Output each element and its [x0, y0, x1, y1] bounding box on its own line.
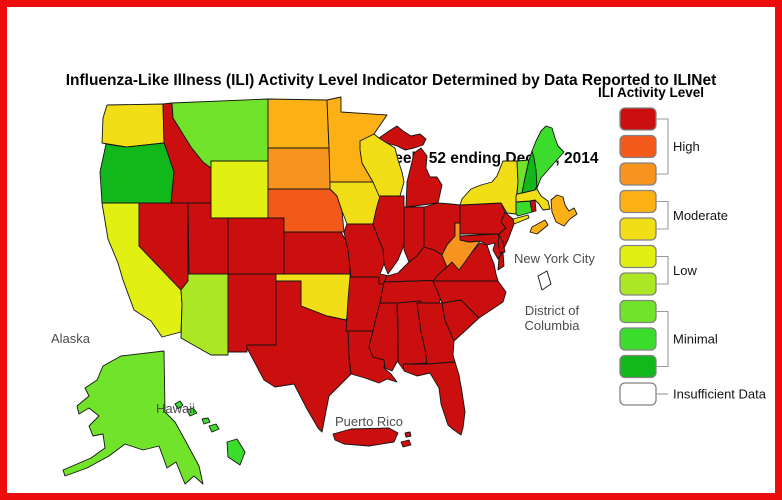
legend-swatch-level1 — [619, 354, 657, 379]
legend-label-insufficient-data: Insufficient Data — [673, 387, 767, 402]
state-nyc[interactable] — [529, 219, 549, 235]
legend-swatch-insufficient — [619, 382, 657, 406]
state-hi[interactable] — [226, 438, 246, 466]
state-mi[interactable] — [378, 125, 427, 151]
state-ny[interactable] — [512, 214, 530, 225]
legend-swatch-level3 — [619, 299, 657, 324]
state-nd[interactable] — [267, 98, 330, 149]
state-me[interactable] — [531, 125, 565, 189]
puerto-rico-label: Puerto Rico — [335, 414, 403, 429]
state-nc[interactable] — [432, 280, 507, 319]
state-hi[interactable] — [174, 400, 184, 410]
state-hi[interactable] — [201, 417, 211, 425]
state-ny[interactable] — [459, 160, 519, 215]
state-wy[interactable] — [210, 160, 269, 219]
state-hi[interactable] — [186, 407, 198, 417]
report-title-line1: Influenza-Like Illness (ILI) Activity Le… — [65, 72, 717, 89]
state-ak[interactable] — [62, 350, 204, 485]
state-co[interactable] — [227, 217, 285, 275]
legend-label-low: Low — [673, 263, 697, 278]
legend-swatch-level2 — [619, 327, 657, 351]
legend-label-minimal: Minimal — [673, 332, 718, 347]
hawaii-label: Hawaii — [156, 401, 195, 416]
state-nm[interactable] — [227, 273, 277, 353]
state-pr[interactable] — [400, 439, 412, 448]
us-ili-activity-map: Alaska Hawaii Puerto Rico New York City Dist… — [51, 85, 767, 485]
state-or[interactable] — [99, 142, 175, 204]
district-of-columbia-label-2: Columbia — [525, 318, 581, 333]
state-wa[interactable] — [101, 103, 165, 148]
state-pr[interactable] — [332, 427, 399, 447]
legend-swatch-level8 — [619, 162, 657, 186]
legend-label-high: High — [673, 139, 700, 154]
legend-bracket-minimal — [656, 310, 669, 368]
legend-label-moderate: Moderate — [673, 208, 728, 223]
state-fl[interactable] — [402, 361, 466, 436]
legend-bracket-low — [656, 255, 669, 285]
state-dc[interactable] — [537, 270, 552, 291]
state-pr[interactable] — [404, 431, 412, 438]
district-of-columbia-label-1: District of — [525, 303, 580, 318]
legend-swatch-level7 — [619, 189, 657, 214]
legend-title: ILI Activity Level — [598, 85, 704, 100]
state-pa[interactable] — [459, 202, 507, 235]
state-nyc[interactable] — [550, 194, 578, 227]
new-york-city-label: New York City — [514, 251, 595, 266]
alaska-label: Alaska — [51, 331, 91, 346]
legend-swatch-level9 — [619, 134, 657, 159]
state-va-eastern-shore[interactable] — [497, 251, 505, 271]
state-tx[interactable] — [246, 280, 352, 433]
legend-swatch-level10 — [619, 107, 657, 131]
state-hi[interactable] — [208, 423, 220, 433]
state-az[interactable] — [180, 273, 229, 356]
legend-swatch-level4 — [619, 272, 657, 296]
legend-swatch-level6 — [619, 217, 657, 241]
legend-bracket-moderate — [656, 200, 669, 230]
legend-swatch-level5 — [619, 244, 657, 269]
state-mi[interactable] — [405, 147, 443, 208]
state-sd[interactable] — [267, 147, 332, 190]
legend-bracket-high — [656, 118, 669, 175]
state-ks[interactable] — [283, 231, 351, 275]
state-ct[interactable] — [515, 200, 533, 217]
